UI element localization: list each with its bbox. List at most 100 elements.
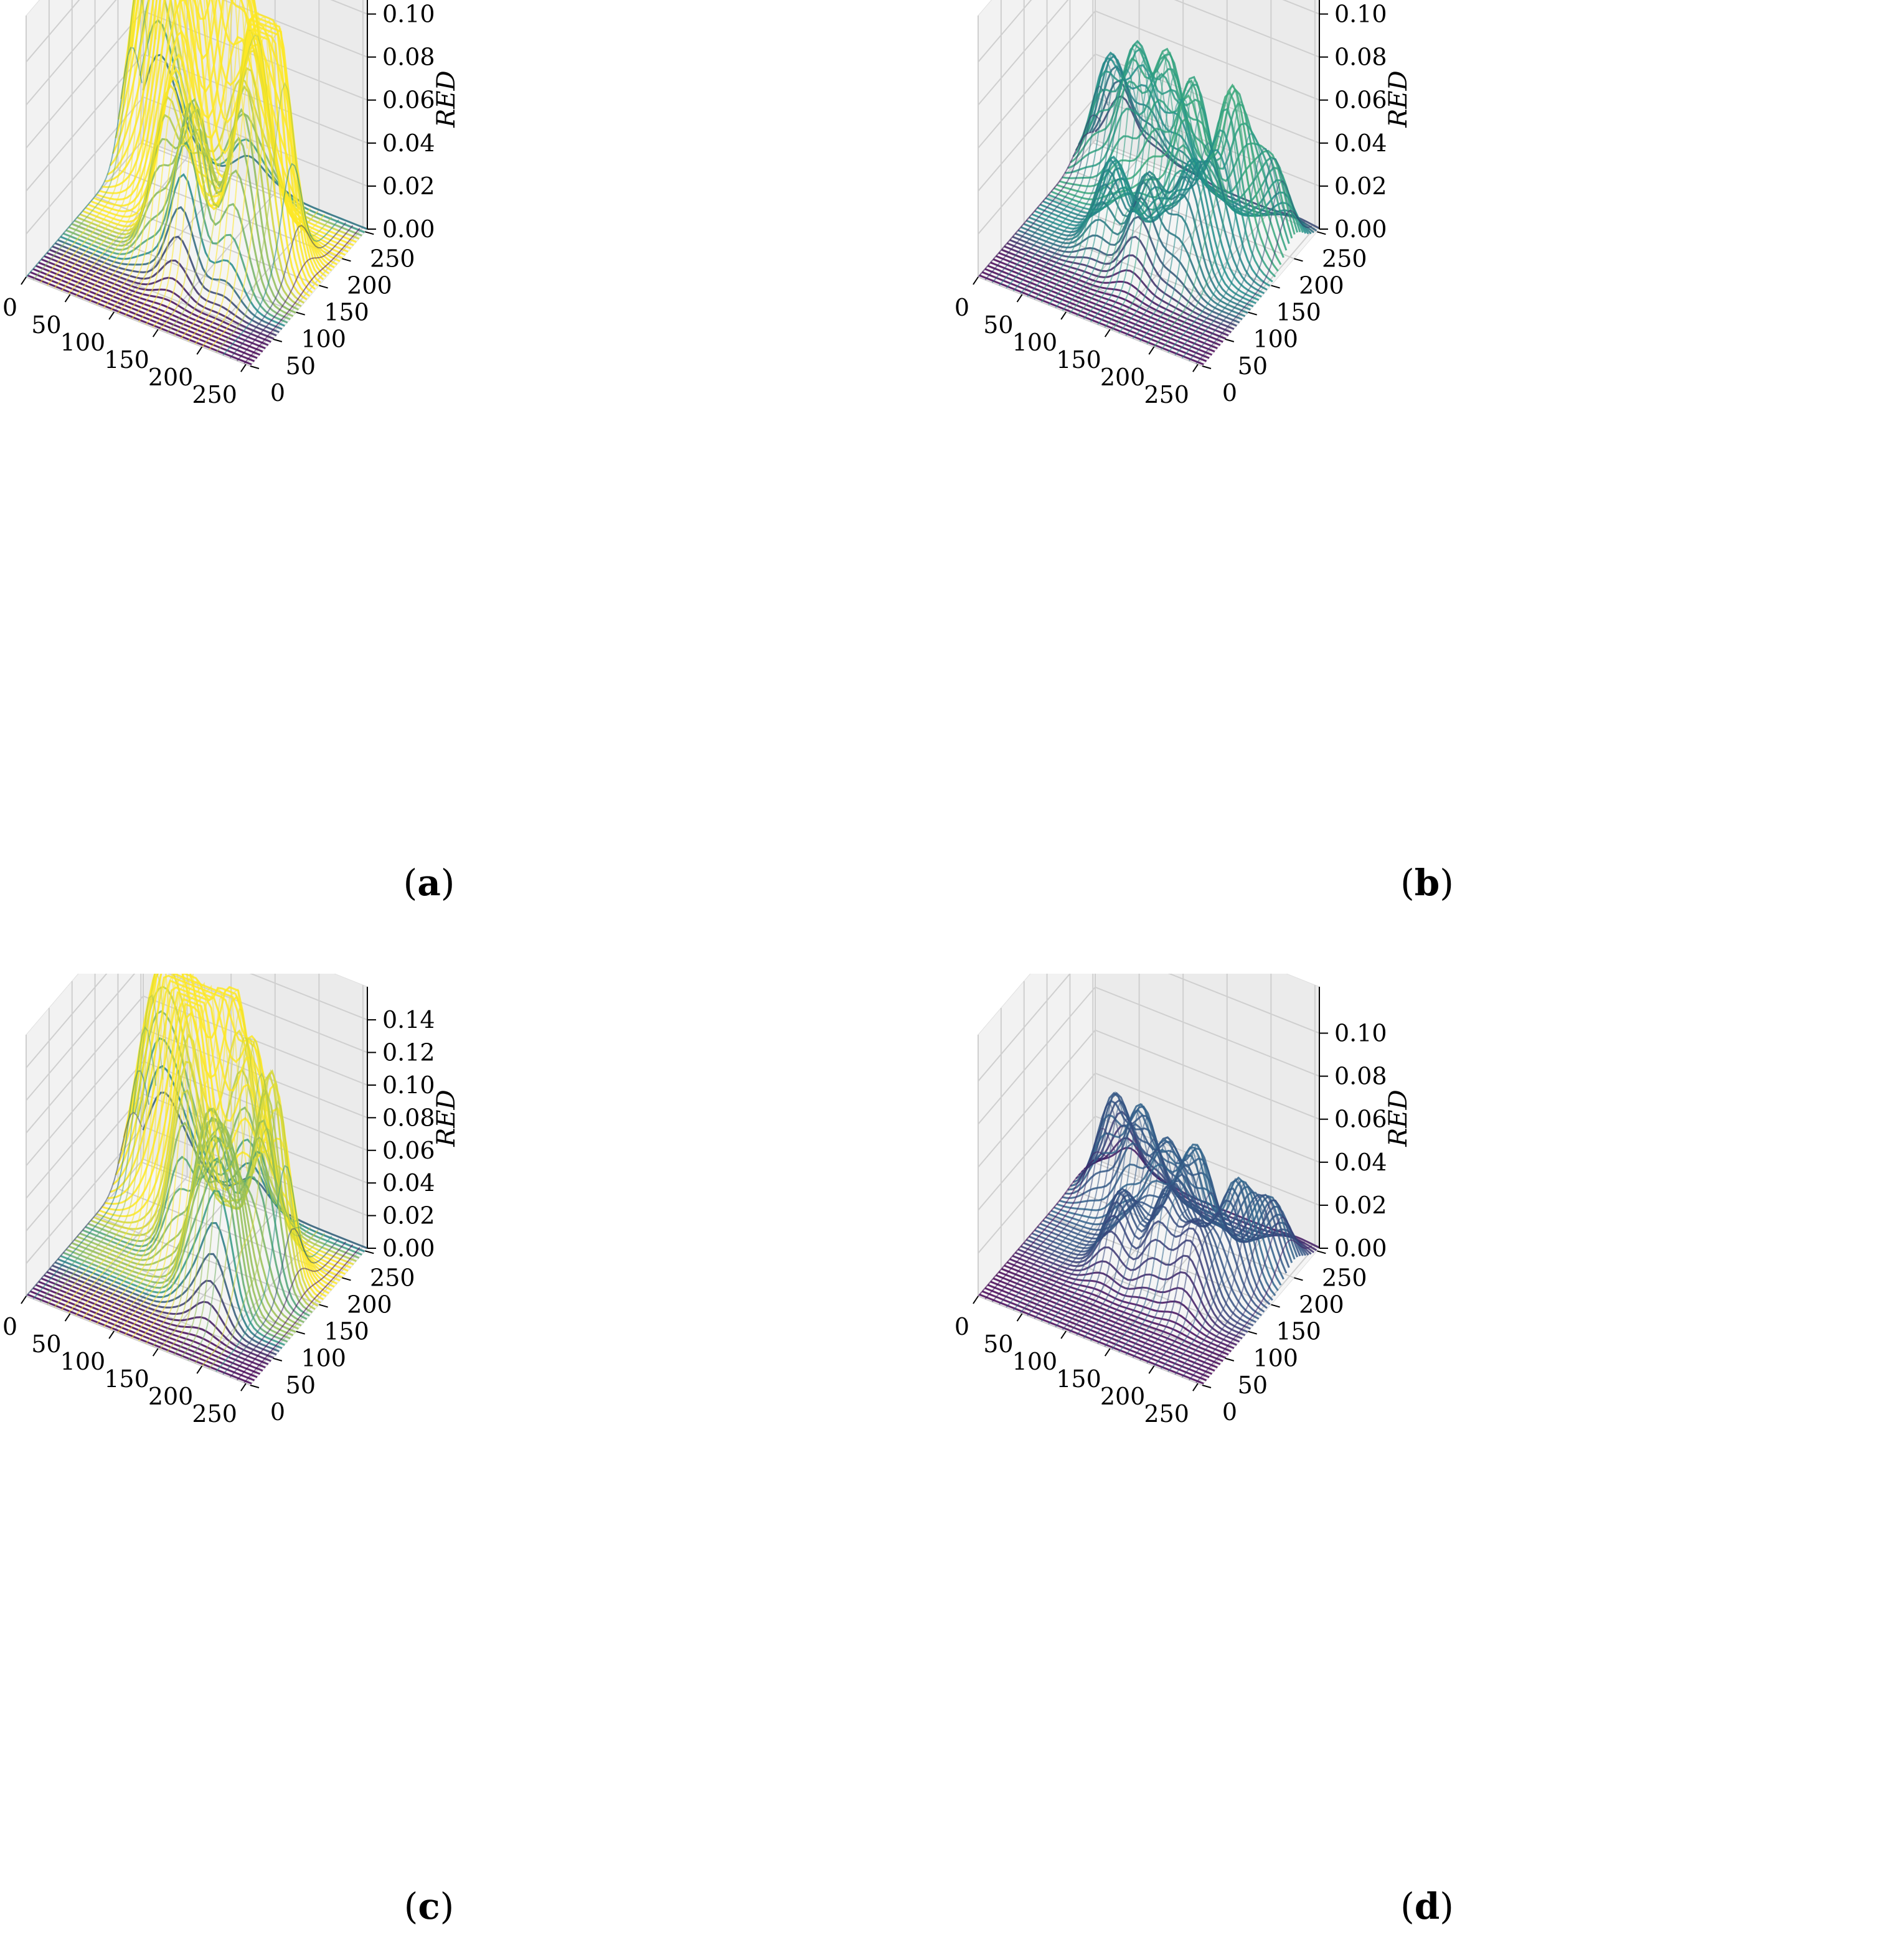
- surface-col-line: [1083, 1137, 1200, 1339]
- surface-col-line: [1027, 1118, 1144, 1317]
- surface-col-line: [229, 222, 347, 359]
- z-gridline: [26, 0, 368, 106]
- surface-col-line: [173, 29, 290, 336]
- surface-col-line: [1111, 1147, 1228, 1350]
- surface-col-line: [117, 0, 234, 314]
- chart-surface: [978, 1091, 1320, 1385]
- y-tick-label: 150: [1276, 299, 1321, 326]
- surface-col-line: [237, 1244, 354, 1381]
- surface-col-line: [978, 131, 1094, 278]
- surface-col-line: [145, 0, 262, 325]
- surface-col-line: [1153, 1191, 1270, 1367]
- y-tick-mark: [1225, 1357, 1235, 1362]
- x-gridline: [1065, 1193, 1184, 1332]
- x-tick-label: 50: [31, 311, 61, 339]
- x-tick-mark: [240, 1383, 247, 1391]
- x-tick-mark: [196, 1365, 203, 1374]
- surface-row-line: [142, 54, 368, 230]
- y-gridline: [1047, 195, 1271, 286]
- surface-col-line: [991, 1151, 1108, 1302]
- surface-col-line: [75, 0, 192, 298]
- x-tick-mark: [1104, 329, 1111, 337]
- surface-col-line: [215, 82, 332, 353]
- x-tick-mark: [1192, 364, 1199, 372]
- y-tick-mark: [1225, 338, 1235, 342]
- x-tick-mark: [973, 1296, 979, 1304]
- surface-col-line: [1189, 180, 1305, 362]
- surface-col-line: [999, 1127, 1116, 1306]
- x-tick-label: 250: [1144, 1400, 1189, 1428]
- y-tick-mark: [273, 338, 283, 342]
- z-axis-label: RED: [432, 1089, 461, 1147]
- y-tick-label: 150: [324, 299, 369, 326]
- z-tick-label: 0.06: [382, 1137, 435, 1164]
- z-gridline: [978, 10, 1320, 149]
- x-tick-mark: [1016, 294, 1023, 303]
- surface-row-line: [1029, 1200, 1254, 1327]
- y-tick-label: 0: [270, 379, 285, 407]
- surface-col-line: [32, 1070, 150, 1300]
- surface-col-line: [39, 0, 157, 283]
- y-tick-label: 250: [370, 1264, 415, 1291]
- y-tick-mark: [250, 365, 260, 369]
- x-tick-label: 200: [148, 1383, 194, 1410]
- z-gridline: [26, 995, 368, 1134]
- surface-col-line: [1076, 52, 1193, 317]
- y-tick-mark: [1317, 231, 1326, 235]
- surface-col-line: [1012, 1091, 1130, 1311]
- y-tick-mark: [319, 285, 328, 289]
- y-tick-label: 100: [301, 326, 346, 353]
- y-tick-label: 0: [1222, 1398, 1237, 1426]
- chart-gridlines: [978, 974, 1320, 1386]
- surface-col-line: [32, 0, 150, 281]
- surface-col-line: [1181, 1199, 1298, 1378]
- surface-col-line: [68, 0, 185, 294]
- surface-col-line: [984, 1159, 1101, 1300]
- x-tick-label: 0: [2, 1313, 17, 1340]
- surface-col-line: [1195, 209, 1313, 364]
- z-tick-label: 0.02: [382, 172, 435, 200]
- y-gridline: [978, 1296, 1203, 1386]
- x-tick-label: 150: [104, 346, 149, 374]
- y-tick-label: 100: [301, 1345, 346, 1372]
- surface-col-line: [117, 984, 234, 1333]
- surface-col-line: [1104, 80, 1221, 328]
- surface-row-line: [123, 974, 349, 1272]
- y-gridline: [118, 169, 342, 260]
- chart-panes: [978, 974, 1320, 1386]
- z-tick-label: 0.12: [382, 1039, 435, 1066]
- surface-col-line: [243, 1247, 361, 1383]
- surface-col-line: [1195, 1239, 1313, 1383]
- caption-a: (a): [403, 862, 455, 904]
- z-tick-label: 0.14: [382, 1006, 435, 1033]
- surface-col-line: [124, 988, 241, 1336]
- y-tick-label: 150: [1276, 1318, 1321, 1345]
- caption-b: (b): [1400, 862, 1454, 904]
- surface-col-line: [152, 1037, 270, 1347]
- y-tick-label: 200: [1299, 271, 1344, 299]
- surface-col-line: [1020, 78, 1137, 294]
- z-tick-label: 0.06: [1334, 1106, 1387, 1133]
- x-tick-mark: [64, 294, 71, 303]
- x-tick-mark: [152, 329, 159, 337]
- z-tick-label: 0.06: [1334, 87, 1387, 114]
- surface-col-line: [54, 0, 171, 289]
- surface-col-line: [1006, 1102, 1123, 1308]
- y-tick-label: 200: [347, 1291, 392, 1318]
- y-gridline: [978, 276, 1203, 367]
- surface-col-line: [1062, 1139, 1179, 1330]
- surface-col-line: [1118, 106, 1235, 334]
- z-tick-label: 0.00: [1334, 1235, 1387, 1262]
- z-gridline: [978, 0, 1320, 106]
- z-tick-label: 0.10: [382, 1071, 435, 1099]
- surface-col-line: [180, 11, 297, 339]
- surface-col-line: [145, 1008, 262, 1344]
- z-tick-label: 0.02: [1334, 172, 1387, 200]
- y-tick-mark: [1271, 285, 1280, 289]
- surface-row-line: [126, 0, 352, 250]
- y-tick-mark: [1248, 1330, 1258, 1335]
